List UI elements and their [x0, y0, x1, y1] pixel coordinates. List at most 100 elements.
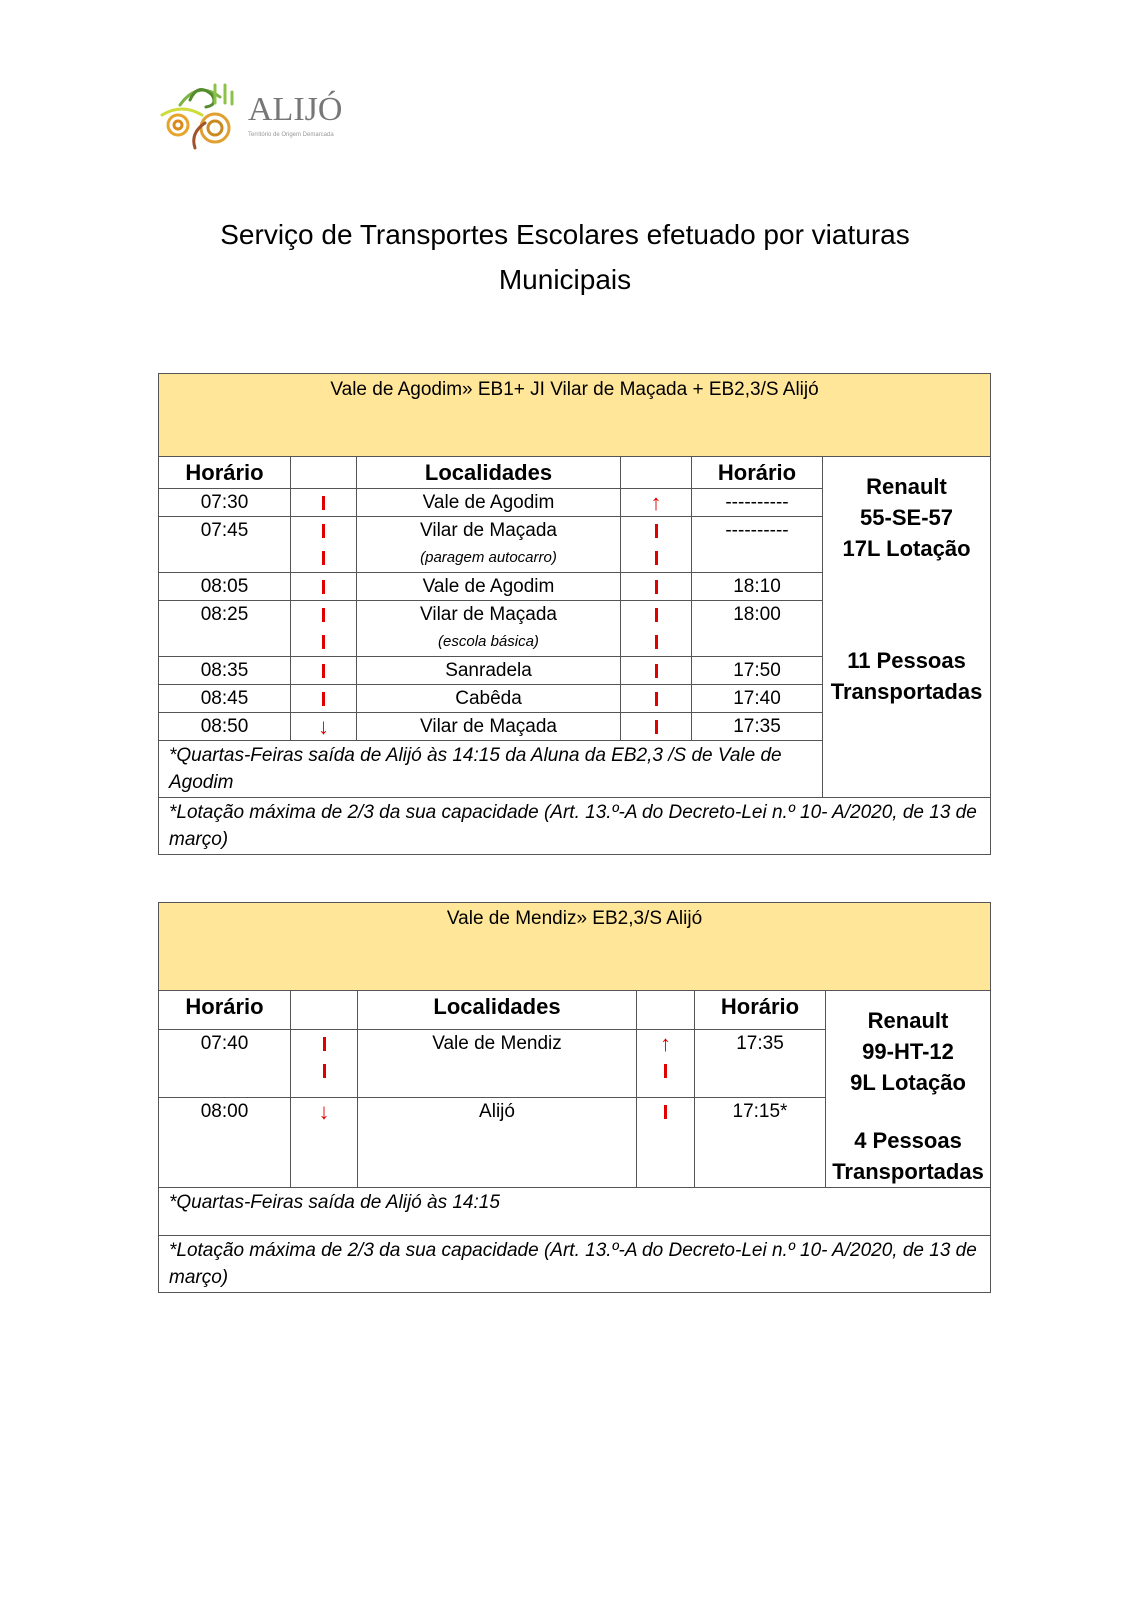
return-time: 17:50 [691, 656, 823, 685]
route-line-icon [291, 628, 356, 655]
return-direction [636, 1097, 695, 1188]
column-header [636, 989, 695, 1031]
route-line-icon [291, 1057, 357, 1084]
vehicle-info-line [823, 618, 990, 645]
locality-name: Vale de Mendiz [432, 1033, 562, 1055]
vehicle-info: Renault 55-SE-57 17L Lotação 11 Pessoas Tran… [821, 456, 992, 798]
departure-time: 08:25 [158, 600, 291, 657]
route-line-icon [291, 657, 356, 684]
locality: Vilar de Maçada (escola básica) [356, 600, 621, 657]
departure-time: 07:45 [158, 516, 291, 573]
outbound-direction [290, 516, 357, 573]
vehicle-info-line: 11 Pessoas [847, 648, 966, 673]
vehicle-info-line: 4 Pessoas [854, 1128, 962, 1153]
locality: Vale de Agodim [356, 572, 621, 601]
return-time: 17:35 [691, 712, 823, 741]
locality-name: Vilar de Maçada [420, 716, 557, 737]
arrow-down-icon: ↓ [318, 1099, 330, 1125]
departure-time: 08:05 [158, 572, 291, 601]
vehicle-info-line: Transportadas [830, 679, 983, 704]
locality: Vilar de Maçada (paragem autocarro) [356, 516, 621, 573]
return-direction [620, 600, 692, 657]
outbound-direction [290, 572, 357, 601]
route-line-icon [637, 1057, 694, 1084]
outbound-direction [290, 600, 357, 657]
route-line-icon [291, 601, 356, 628]
locality: Vale de Mendiz [357, 1029, 637, 1099]
column-header: Horário [158, 456, 291, 489]
return-direction: ↑ [636, 1029, 695, 1099]
vehicle-info: Renault 99-HT-12 9L Lotação 4 Pessoas Transp… [824, 990, 992, 1188]
table-row: 07:40 Vale de Mendiz ↑ 17:35 [158, 1029, 991, 1099]
locality: Sanradela [356, 656, 621, 685]
vehicle-info-line: 17L Lotação [842, 536, 971, 561]
locality-name: Vilar de Maçada [420, 604, 557, 625]
departure-time: 08:35 [158, 656, 291, 685]
vehicle-info-line: 99-HT-12 [862, 1039, 954, 1064]
route-line-icon [291, 685, 356, 712]
locality-name: Alijó [479, 1101, 515, 1123]
route-line-icon [291, 573, 356, 600]
route-line-icon [621, 601, 691, 628]
route-line-icon [621, 517, 691, 544]
table-row: 07:30 Vale de Agodim ↑ ---------- [158, 488, 991, 517]
vehicle-info-line: 55-SE-57 [860, 505, 953, 530]
locality-detail: (escola básica) [438, 633, 539, 650]
note-capacity: *Lotação máxima de 2/3 da sua capacidade… [157, 1235, 992, 1293]
return-time: 17:15* [694, 1097, 826, 1188]
return-time: ---------- [691, 488, 823, 517]
column-header: Horário [694, 989, 826, 1031]
route-line-icon [621, 657, 691, 684]
table-row: 07:45 Vilar de Maçada (paragem autocarro) -… [158, 516, 991, 573]
column-header [290, 989, 358, 1031]
note-wednesday: *Quartas-Feiras saída de Alijó às 14:15 [157, 1187, 992, 1236]
vehicle-info-line: Renault [866, 474, 947, 499]
route-line-icon [291, 1030, 357, 1057]
column-header [620, 456, 692, 489]
route-line-icon [621, 685, 691, 712]
route-line-icon [637, 1098, 694, 1125]
vehicle-info-line: 9L Lotação [850, 1070, 966, 1095]
svg-text:Território de Origem Demarcada: Território de Origem Demarcada [248, 132, 334, 138]
outbound-direction [290, 684, 357, 713]
locality: Vale de Agodim [356, 488, 621, 517]
route-line-icon [621, 628, 691, 655]
table-row: 08:25 Vilar de Maçada (escola básica) 18:00 [158, 600, 991, 657]
arrow-down-icon: ↓ [318, 714, 329, 739]
title-line-2: Municipais [498, 264, 632, 295]
arrow-up-icon: ↑ [660, 1031, 671, 1057]
note-capacity: *Lotação máxima de 2/3 da sua capacidade… [157, 797, 992, 855]
route-line-icon [621, 544, 691, 571]
outbound-direction [290, 488, 357, 517]
table-row: 08:00 ↓ Alijó 17:15* [158, 1097, 991, 1188]
column-header: Horário [158, 989, 291, 1031]
outbound-direction: ↓ [290, 712, 357, 741]
departure-time: 07:30 [158, 488, 291, 517]
return-time: ---------- [691, 516, 823, 573]
column-header: Localidades [357, 989, 637, 1031]
vehicle-info-line [826, 1098, 990, 1125]
note-wednesday: *Quartas-Feiras saída de Alijó às 14:15 … [158, 740, 823, 798]
title-line-1: Serviço de Transportes Escolares efetuad… [220, 219, 910, 250]
svg-text:ALIJÓ: ALIJÓ [248, 90, 342, 128]
departure-time: 07:40 [158, 1029, 291, 1099]
vehicle-info-line: Transportadas [832, 1159, 984, 1184]
departure-time: 08:50 [158, 712, 291, 741]
locality: Cabêda [356, 684, 621, 713]
locality-detail: (paragem autocarro) [420, 549, 557, 566]
route-line-icon [621, 713, 691, 740]
route-line-icon [621, 573, 691, 600]
return-direction [620, 572, 692, 601]
departure-time: 08:00 [158, 1097, 291, 1188]
route-line-icon [291, 517, 356, 544]
departure-time: 08:45 [158, 684, 291, 713]
return-direction: ↑ [620, 488, 692, 517]
route-title: Vale de Mendiz» EB2,3/S Alijó [157, 902, 992, 991]
return-time: 18:00 [691, 600, 823, 657]
route-line-icon [291, 544, 356, 571]
return-time: 17:40 [691, 684, 823, 713]
column-header: Horário [691, 456, 823, 489]
arrow-up-icon: ↑ [650, 490, 662, 515]
return-direction [620, 684, 692, 713]
